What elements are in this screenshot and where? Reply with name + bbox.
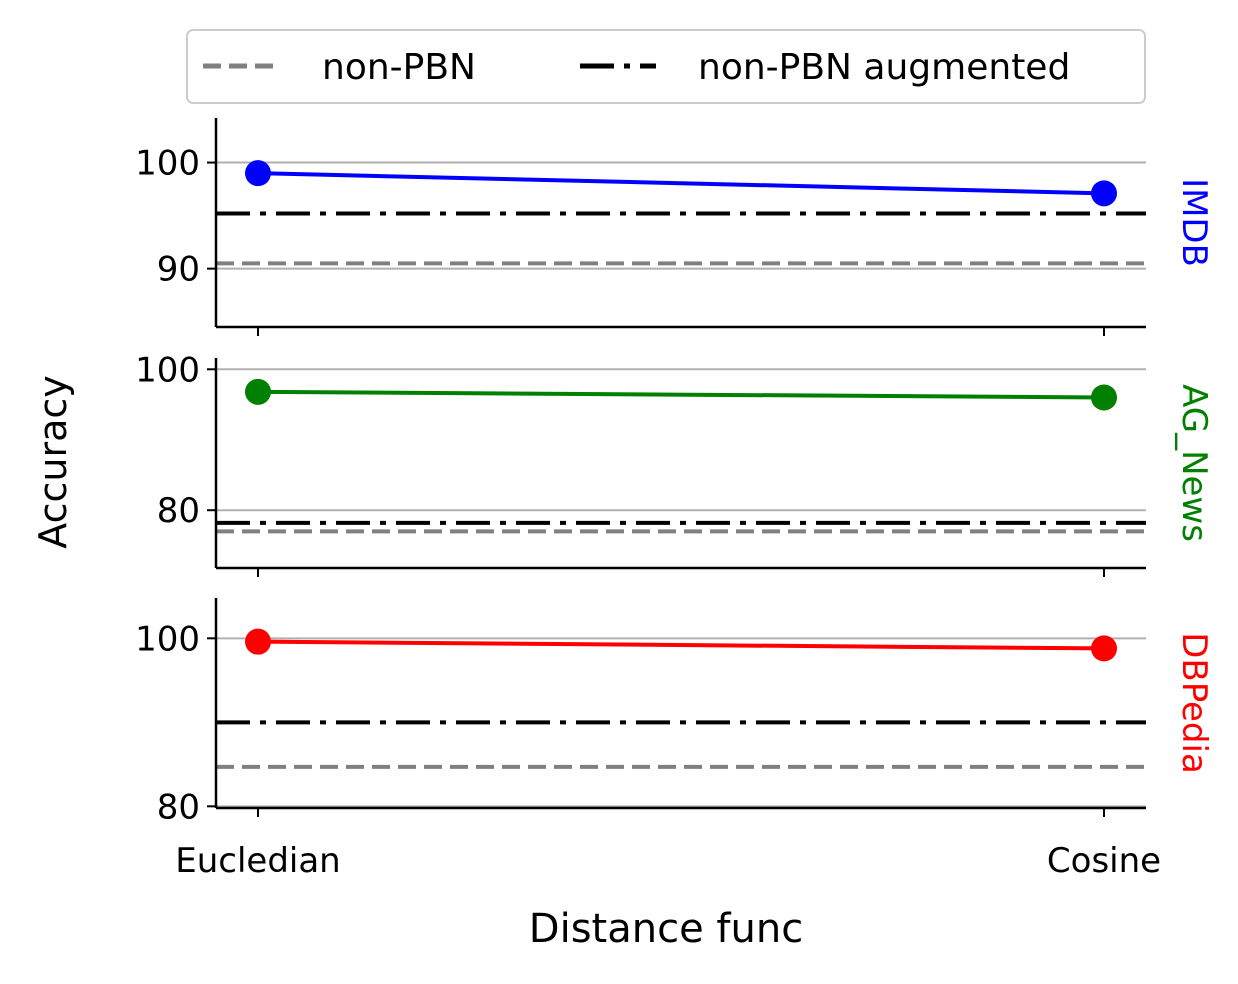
- panel-label-dbpedia: DBPedia: [1174, 632, 1214, 774]
- data-point-dbpedia-1: [1091, 635, 1117, 662]
- y-tick-label-dbpedia-80: 80: [157, 787, 200, 827]
- panel-label-ag-news: AG_News: [1174, 384, 1214, 542]
- y-tick-label-imdb-100: 100: [135, 144, 200, 184]
- x-tick-label-cosine: Cosine: [1047, 841, 1161, 881]
- legend-label-non-pbn: non-PBN: [322, 47, 476, 88]
- data-point-imdb-1: [1091, 180, 1117, 207]
- series-line-ag-news: [257, 389, 1105, 400]
- legend-frame: [186, 29, 1146, 104]
- data-point-ag-news-1: [1091, 384, 1117, 411]
- y-tick-label-ag-news-100: 100: [135, 350, 200, 390]
- data-point-dbpedia-0: [245, 628, 271, 655]
- y-tick-label-dbpedia-100: 100: [135, 619, 200, 659]
- y-tick-label-ag-news-80: 80: [157, 491, 200, 531]
- data-point-imdb-0: [245, 160, 271, 187]
- panel-ag-news: 80 100 AG_News: [135, 350, 1214, 577]
- panel-dbpedia: 80 100 DBPedia: [135, 598, 1214, 827]
- x-tick-label-eucledian: Eucledian: [175, 841, 341, 881]
- series-line-dbpedia: [257, 639, 1105, 651]
- y-axis-label: Accuracy: [31, 375, 75, 549]
- x-axis-label: Distance func: [529, 906, 803, 952]
- panel-label-imdb: IMDB: [1174, 178, 1214, 267]
- panels: 90 100 IMDB 80 100 AG_News 80 100 DBPedia Eucledi…: [135, 118, 1214, 881]
- y-tick-label-imdb-90: 90: [157, 250, 200, 290]
- legend: non-PBN non-PBN augmented: [186, 29, 1146, 104]
- panel-imdb: 90 100 IMDB: [135, 118, 1214, 336]
- data-point-ag-news-0: [245, 378, 271, 405]
- series-line-imdb: [257, 171, 1105, 196]
- legend-label-non-pbn-augmented: non-PBN augmented: [698, 47, 1070, 88]
